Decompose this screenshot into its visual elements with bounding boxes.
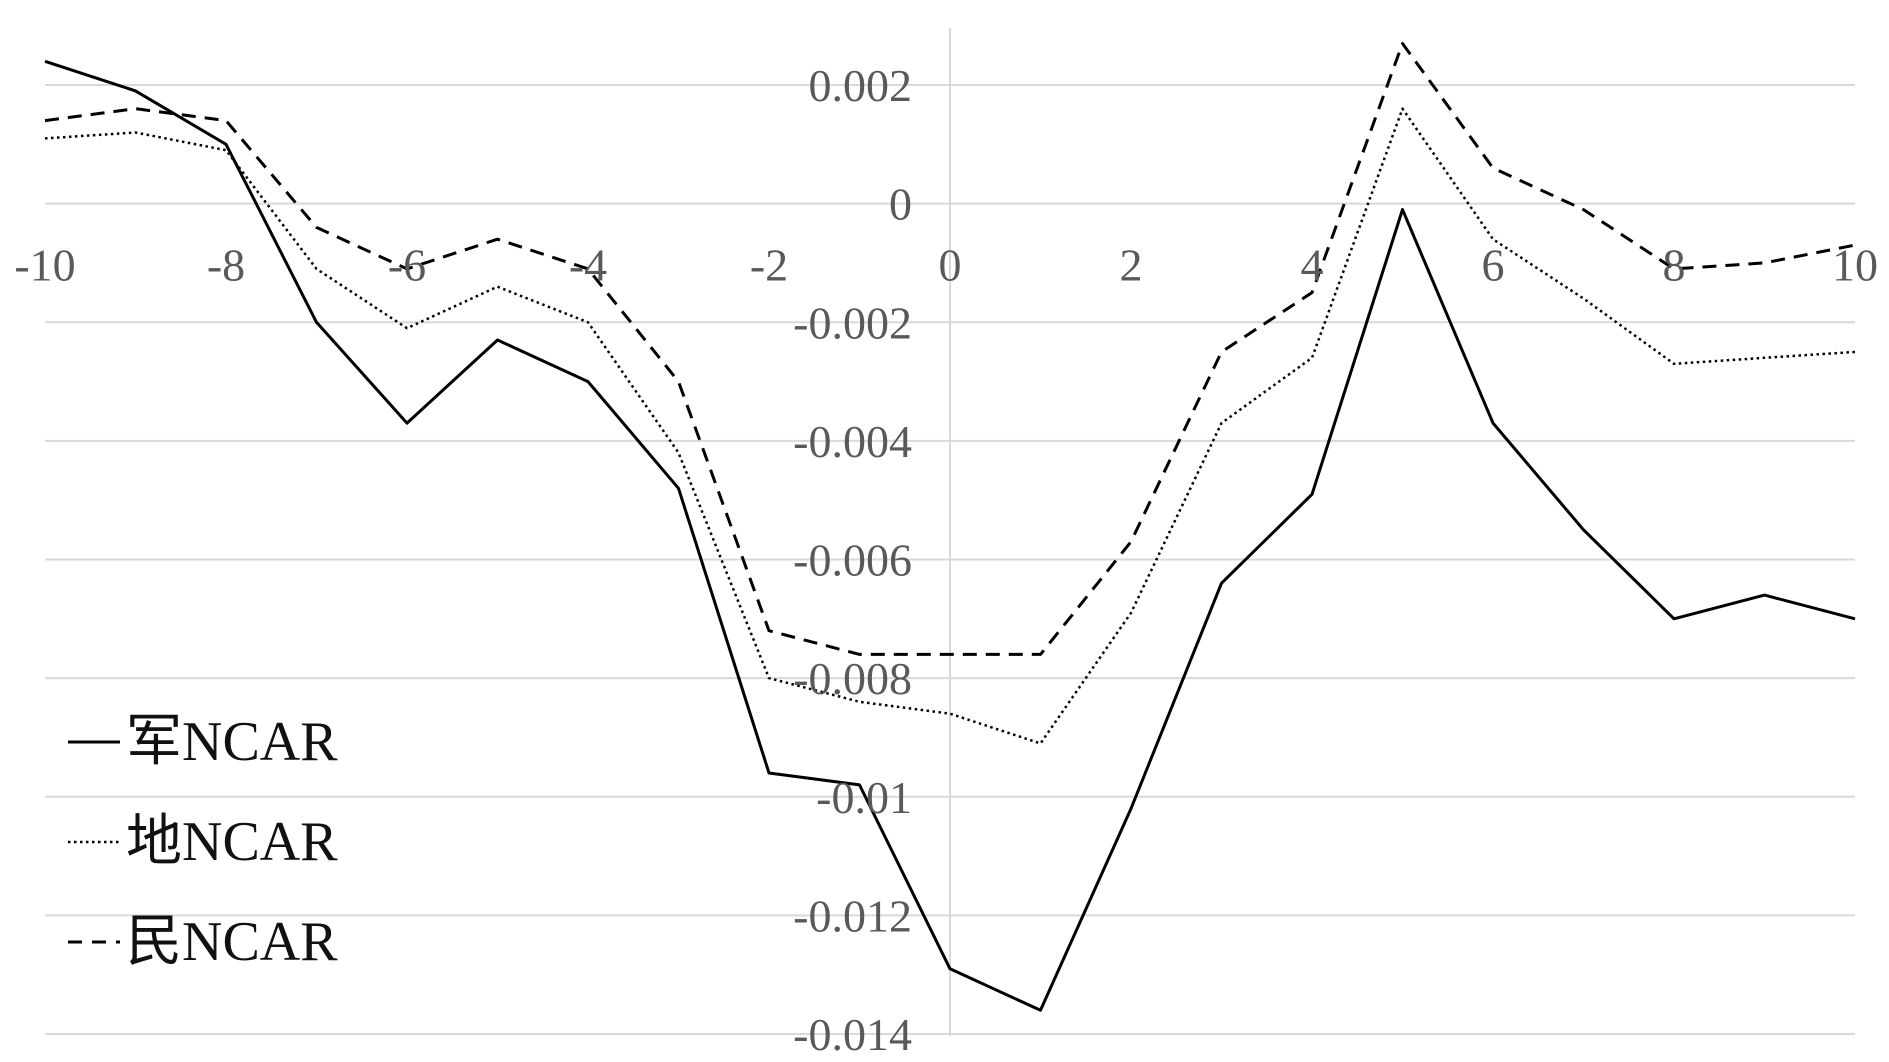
series-lines — [44, 42, 1856, 1012]
y-tick-label: -0.002 — [793, 297, 912, 348]
x-tick-label: -6 — [388, 240, 426, 291]
legend-label: 军NCAR — [126, 711, 338, 773]
y-tick-label: -0.014 — [793, 1009, 912, 1060]
x-tick-label: -10 — [14, 240, 75, 291]
y-tick-label: -0.006 — [793, 535, 912, 586]
legend-label: 民NCAR — [126, 911, 338, 973]
x-tick-label: 10 — [1832, 240, 1878, 291]
legend-item: 地NCAR — [68, 811, 338, 873]
axes — [45, 28, 1855, 1036]
y-tick-labels: 0.002 0 -0.002 -0.004 -0.006 -0.008 -0.01 -0.01… — [793, 60, 912, 1060]
x-tick-label: -8 — [207, 240, 245, 291]
x-tick-labels: -10 -8 -6 -4 -2 0 2 4 6 8 10 — [14, 240, 1878, 291]
x-tick-label: -4 — [569, 240, 607, 291]
series-line-1 — [44, 59, 1856, 1012]
x-tick-label: 8 — [1663, 240, 1686, 291]
legend: 军NCAR 地NCAR 民NCAR — [68, 711, 338, 973]
x-tick-label: 4 — [1301, 240, 1324, 291]
x-tick-label: 2 — [1120, 240, 1143, 291]
y-tick-label: -0.012 — [793, 890, 912, 941]
series-line-2 — [44, 107, 1856, 745]
series-line-3 — [44, 42, 1856, 656]
x-tick-label: 6 — [1482, 240, 1505, 291]
x-tick-label: 0 — [939, 240, 962, 291]
y-tick-label: -0.008 — [793, 653, 912, 704]
y-tick-label: 0 — [889, 179, 912, 230]
x-tick-label: -2 — [750, 240, 788, 291]
y-tick-label: -0.01 — [816, 772, 912, 823]
legend-item: 军NCAR — [68, 711, 338, 773]
y-tick-label: 0.002 — [809, 60, 913, 111]
legend-label: 地NCAR — [126, 811, 338, 873]
y-tick-label: -0.004 — [793, 416, 912, 467]
legend-item: 民NCAR — [68, 911, 338, 973]
